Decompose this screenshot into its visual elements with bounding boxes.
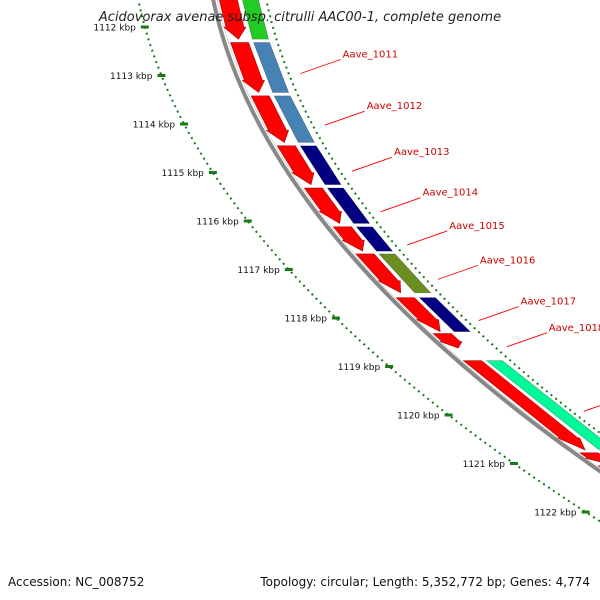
kbp-tick-label: 1116 kbp	[196, 218, 239, 228]
kbp-tick-label: 1121 kbp	[463, 460, 506, 470]
gene-label: Aave_1017	[521, 297, 577, 308]
gene-label-line	[351, 156, 393, 172]
kbp-tick-label: 1114 kbp	[133, 121, 176, 131]
cds-arrow	[395, 297, 441, 333]
kbp-tick-label: 1122 kbp	[534, 509, 577, 519]
accession-text: Accession: NC_008752	[8, 575, 145, 589]
cds-arrow	[230, 42, 265, 93]
cog-bar	[273, 95, 315, 143]
cog-bar	[299, 145, 342, 185]
gene-label-line	[300, 59, 341, 74]
cog-bar	[326, 187, 371, 224]
kbp-tick-label: 1112 kbp	[93, 24, 136, 34]
cog-bar	[253, 42, 290, 93]
gene-label: Aave_1013	[394, 147, 450, 158]
cog-bar	[485, 360, 600, 451]
cds-arrow	[332, 226, 365, 252]
genome-summary-text: Topology: circular; Length: 5,352,772 bp…	[260, 575, 590, 589]
gene-label-line	[506, 332, 547, 348]
kbp-tick-label: 1120 kbp	[397, 412, 440, 422]
map-title: Acidovorax avenae subsp. citrulli AAC00-…	[98, 10, 502, 25]
backbone-edge	[216, 0, 600, 470]
gene-label: Aave_1012	[367, 101, 423, 112]
cog-bar	[242, 0, 269, 40]
cds-arrow	[250, 95, 289, 143]
cds-arrow	[276, 145, 315, 186]
kbp-tick-label: 1117 kbp	[237, 266, 280, 276]
kbp-tick-label: 1115 kbp	[161, 169, 204, 179]
gene-label: Aave_1014	[423, 188, 479, 199]
gene-label-line	[407, 230, 448, 246]
gene-label: Aave_1011	[343, 49, 399, 60]
cog-bar	[355, 226, 394, 252]
cog-bar	[378, 253, 432, 294]
cds-arrow	[303, 187, 342, 224]
cds-arrow	[432, 333, 463, 349]
gene-label-line	[478, 306, 519, 322]
cds-arrow	[219, 0, 247, 40]
kbp-tick-label: 1119 kbp	[338, 363, 381, 373]
gene-label-line	[380, 197, 421, 213]
gene-label: Aave_1016	[480, 255, 535, 266]
gene-label: Aave_1018	[549, 323, 600, 334]
gene-label-line	[437, 264, 479, 280]
kbp-tick-label: 1113 kbp	[110, 72, 153, 82]
cds-arrow	[462, 360, 586, 451]
kbp-tick-label: 1118 kbp	[285, 315, 328, 325]
gene-label-line	[583, 405, 600, 412]
gene-label-line	[324, 110, 365, 126]
cog-bar	[418, 297, 471, 332]
gene-label: Aave_1015	[449, 221, 505, 232]
genome-backbone	[211, 0, 600, 474]
cds-arrow	[579, 452, 600, 463]
cds-arrow	[355, 253, 401, 294]
